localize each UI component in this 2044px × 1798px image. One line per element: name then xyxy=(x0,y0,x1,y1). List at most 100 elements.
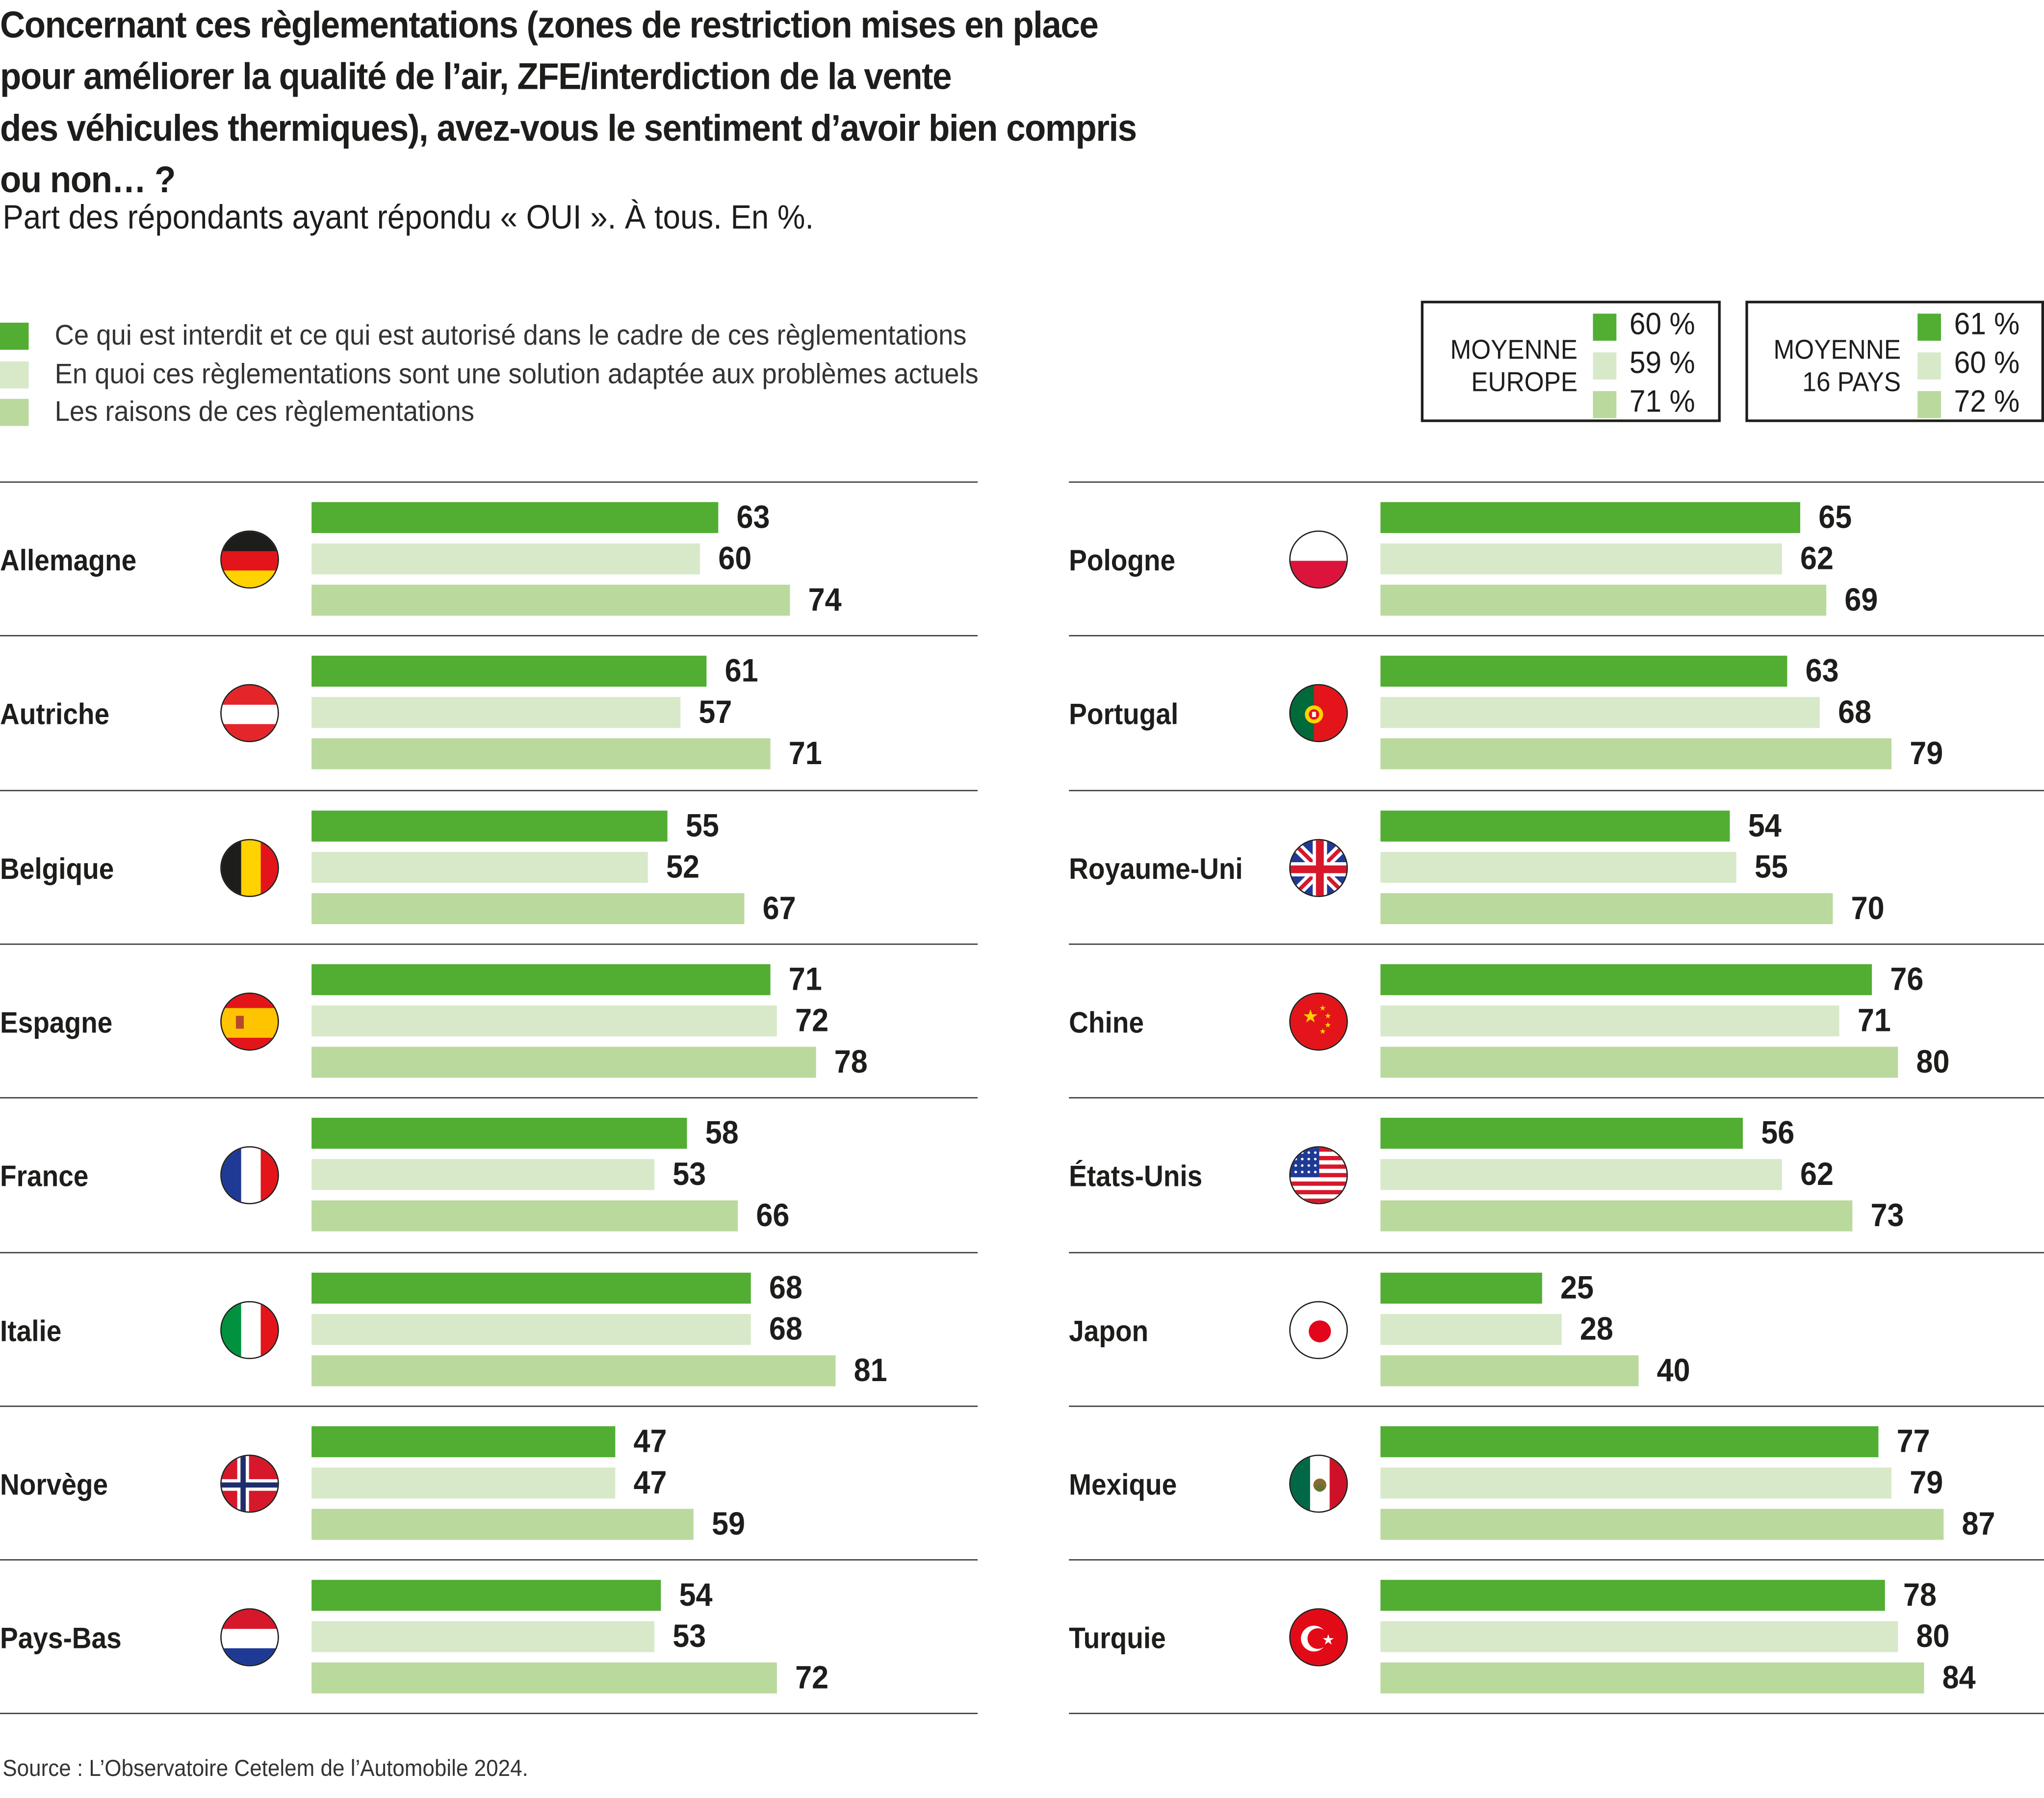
belgium-flag-icon xyxy=(220,838,279,897)
bar-value-label: 81 xyxy=(853,1352,887,1388)
country-label: Pologne xyxy=(1069,543,1176,577)
country-row: France 58 53 66 xyxy=(0,1097,978,1251)
bar-value-label: 57 xyxy=(698,694,732,731)
bar-value-label: 53 xyxy=(672,1618,706,1655)
average-value: 60 % xyxy=(1629,307,1695,342)
country-row: Mexique 77 79 87 xyxy=(1069,1405,2044,1559)
legend-swatch-series-2 xyxy=(0,361,29,389)
country-row: Chine ★ ★ ★ ★ ★ 76 71 80 xyxy=(1069,943,2044,1097)
average-value: 59 % xyxy=(1629,346,1695,381)
row-divider xyxy=(0,1405,978,1407)
chart-subtitle: Part des répondants ayant répondu « OUI … xyxy=(2,197,814,236)
bar-series-1 xyxy=(1380,964,1872,995)
portugal-flag-icon xyxy=(1289,684,1348,743)
bar-series-1 xyxy=(1380,1118,1743,1149)
row-divider xyxy=(1069,1097,2044,1099)
bar-series-1 xyxy=(311,810,668,841)
bar-value-label: 59 xyxy=(711,1506,745,1542)
source-note: Source : L’Observatoire Cetelem de l’Aut… xyxy=(2,1755,528,1781)
bar-value-label: 47 xyxy=(633,1423,667,1460)
country-row: Norvège 47 47 59 xyxy=(0,1405,978,1559)
country-label: Allemagne xyxy=(0,543,137,577)
country-label: Portugal xyxy=(1069,697,1179,731)
bar-series-2 xyxy=(311,851,648,883)
bar-series-1 xyxy=(311,1118,687,1149)
row-divider xyxy=(0,1251,978,1253)
bar-value-label: 79 xyxy=(1909,736,1943,772)
bar-series-1 xyxy=(1380,1580,1885,1611)
row-divider xyxy=(1069,943,2044,945)
bar-value-label: 68 xyxy=(769,1269,803,1306)
bar-series-3 xyxy=(311,1200,739,1232)
bar-value-label: 73 xyxy=(1870,1198,1904,1234)
usa-flag-icon xyxy=(1289,1146,1348,1205)
row-divider xyxy=(0,481,978,483)
bar-series-1 xyxy=(311,1426,616,1457)
row-divider xyxy=(1069,481,2044,483)
bar-value-label: 71 xyxy=(1858,1002,1891,1039)
bar-series-1 xyxy=(311,1580,661,1611)
row-divider xyxy=(1069,1713,2044,1715)
svg-text:★: ★ xyxy=(1319,1027,1326,1036)
average-swatch xyxy=(1917,313,1941,341)
bar-series-2 xyxy=(1380,1621,1898,1652)
bar-value-label: 74 xyxy=(808,582,842,618)
bar-series-3 xyxy=(311,1508,693,1540)
bar-series-3 xyxy=(311,1047,816,1078)
bar-series-2 xyxy=(311,1313,751,1344)
bar-value-label: 84 xyxy=(1941,1660,1975,1696)
bar-series-2 xyxy=(1380,1159,1782,1190)
average-swatch xyxy=(1917,352,1941,380)
bar-value-label: 52 xyxy=(666,848,699,885)
average-swatch xyxy=(1593,391,1617,418)
country-label: Chine xyxy=(1069,1005,1144,1039)
france-flag-icon xyxy=(220,1146,279,1205)
bar-series-2 xyxy=(311,1005,777,1036)
bar-value-label: 80 xyxy=(1915,1044,1949,1080)
italy-flag-icon xyxy=(220,1300,279,1359)
country-label: Japon xyxy=(1069,1313,1149,1347)
spain-flag-icon xyxy=(220,992,279,1051)
svg-text:★: ★ xyxy=(1302,1005,1319,1027)
country-row: Autriche 61 57 71 xyxy=(0,636,978,790)
country-row: Turquie ★ 78 80 84 xyxy=(1069,1559,2044,1713)
average-swatch xyxy=(1593,352,1617,380)
bar-series-3 xyxy=(1380,739,1891,770)
legend-swatch-series-3 xyxy=(0,399,29,426)
bar-value-label: 78 xyxy=(1903,1577,1937,1614)
country-row: Espagne 71 72 78 xyxy=(0,943,978,1097)
row-divider xyxy=(0,1097,978,1099)
bar-value-label: 80 xyxy=(1915,1618,1949,1655)
row-divider xyxy=(0,635,978,637)
average-box-europe: MOYENNE EUROPE 60 % 59 % 71 % xyxy=(1421,301,1721,422)
row-divider xyxy=(0,1559,978,1561)
bar-series-1 xyxy=(1380,656,1788,687)
country-label: France xyxy=(0,1159,89,1193)
bar-value-label: 61 xyxy=(724,653,758,690)
bar-series-3 xyxy=(1380,1662,1924,1694)
svg-text:★: ★ xyxy=(1324,1011,1331,1020)
legend-label: Les raisons de ces règlementations xyxy=(54,395,474,428)
bar-series-2 xyxy=(311,543,699,575)
country-label: Turquie xyxy=(1069,1621,1166,1655)
bar-value-label: 62 xyxy=(1799,1156,1833,1193)
bar-value-label: 71 xyxy=(789,961,823,998)
bar-value-label: 62 xyxy=(1799,540,1833,577)
bar-series-2 xyxy=(1380,697,1820,729)
bar-value-label: 54 xyxy=(1748,807,1782,844)
bar-series-1 xyxy=(311,1272,751,1303)
bar-series-2 xyxy=(1380,851,1736,883)
bar-series-3 xyxy=(311,585,790,616)
bar-series-3 xyxy=(311,1662,777,1694)
country-label: Belgique xyxy=(0,851,114,885)
bar-series-3 xyxy=(311,893,745,924)
bar-value-label: 60 xyxy=(718,540,751,577)
bar-series-2 xyxy=(1380,1313,1562,1344)
bar-value-label: 54 xyxy=(679,1577,713,1614)
austria-flag-icon xyxy=(220,684,279,743)
country-row: Italie 68 68 81 xyxy=(0,1251,978,1405)
bar-series-3 xyxy=(1380,1047,1898,1078)
bar-value-label: 70 xyxy=(1851,890,1885,926)
bar-value-label: 87 xyxy=(1961,1506,1995,1542)
bar-series-1 xyxy=(311,964,771,995)
